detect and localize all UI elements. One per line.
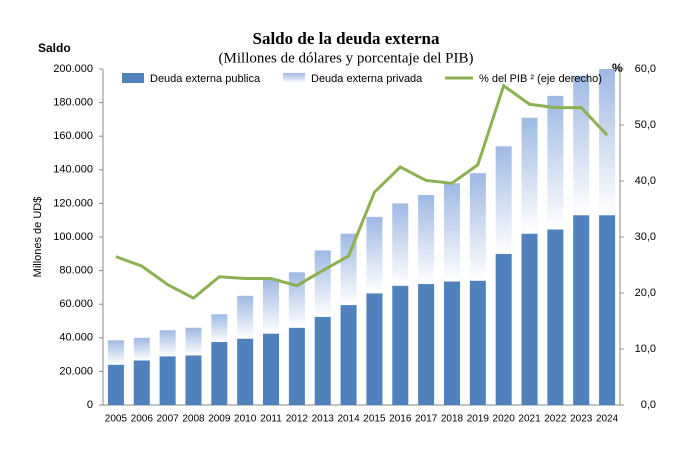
chart-title: Saldo de la deuda externa	[252, 29, 440, 48]
y-tick-label: 40.000	[59, 332, 93, 344]
legend-swatch	[283, 73, 305, 83]
x-tick-label: 2016	[389, 414, 412, 425]
bar	[495, 253, 512, 405]
y-axis-title: Saldo	[38, 41, 71, 55]
bar	[340, 233, 357, 306]
y2-tick-label: 40,0	[635, 175, 656, 187]
bar	[211, 342, 228, 405]
y-tick-label: 180.000	[53, 97, 93, 109]
line	[115, 83, 609, 300]
x-tick-label: 2022	[544, 414, 567, 425]
bar	[185, 355, 202, 405]
bar	[288, 272, 305, 328]
bar	[237, 295, 254, 339]
y-tick-label: 0	[87, 399, 93, 411]
bar	[599, 215, 616, 405]
x-tick-label: 2018	[441, 414, 464, 425]
y2-tick-label: 30,0	[635, 231, 656, 243]
bar	[521, 117, 538, 234]
bar	[418, 284, 435, 405]
x-tick-label: 2008	[182, 414, 205, 425]
chart-subtitle: (Millones de dólares y porcentaje del PI…	[219, 50, 474, 66]
y2-tick-label: 20,0	[635, 287, 656, 299]
bar	[392, 203, 409, 286]
x-tick-label: 2021	[518, 414, 541, 425]
x-tick-label: 2011	[260, 414, 282, 425]
x-tick-label: 2010	[234, 414, 257, 425]
y2-tick-label: 50,0	[635, 119, 656, 131]
y2-tick-label: 10,0	[635, 343, 656, 355]
x-tick-label: 2009	[208, 414, 231, 425]
bar	[495, 146, 512, 254]
y-tick-label: 140.000	[53, 164, 93, 176]
bar	[340, 305, 357, 405]
legend-label: Deuda externa privada	[311, 73, 423, 85]
bar	[521, 233, 538, 405]
bar	[547, 229, 564, 405]
x-tick-label: 2012	[286, 414, 309, 425]
y-tick-label: 200.000	[53, 63, 93, 75]
bar	[314, 250, 331, 317]
x-tick-label: 2015	[363, 414, 386, 425]
bar	[159, 330, 176, 357]
legend-label: % del PIB ² (eje derecho)	[479, 73, 602, 85]
bar	[263, 279, 280, 334]
bar	[133, 360, 150, 405]
x-tick-label: 2020	[493, 414, 516, 425]
y2-tick-label: 60,0	[635, 63, 656, 75]
bar	[469, 173, 486, 281]
bar	[418, 195, 435, 285]
x-tick-label: 2017	[415, 414, 438, 425]
y-tick-label: 20.000	[59, 365, 93, 377]
x-tick-label: 2005	[105, 414, 128, 425]
bar	[107, 340, 124, 365]
y-tick-label: 80.000	[59, 265, 93, 277]
x-tick-label: 2007	[157, 414, 180, 425]
x-tick-label: 2014	[337, 414, 360, 425]
y2-tick-label: 0,0	[641, 399, 656, 411]
bar	[314, 316, 331, 405]
bar	[573, 215, 590, 405]
x-tick-label: 2024	[596, 414, 619, 425]
bar	[392, 285, 409, 405]
bar	[185, 327, 202, 356]
bar	[107, 364, 124, 405]
bar	[443, 183, 460, 282]
legend-swatch	[122, 73, 144, 83]
bar	[237, 338, 254, 405]
bar	[133, 337, 150, 361]
bar	[547, 95, 564, 230]
legend-label: Deuda externa publica	[150, 73, 261, 85]
bar	[288, 327, 305, 405]
y-label: Millones de UD$	[32, 197, 44, 278]
y-tick-label: 120.000	[53, 197, 93, 209]
bar	[211, 314, 228, 342]
x-tick-label: 2013	[312, 414, 335, 425]
bar	[573, 75, 590, 216]
y-tick-label: 160.000	[53, 130, 93, 142]
bar	[366, 216, 383, 294]
bar	[469, 280, 486, 405]
y2-axis-title: %	[612, 61, 623, 75]
bar	[263, 333, 280, 405]
bar	[599, 69, 616, 216]
x-tick-label: 2023	[570, 414, 593, 425]
bar	[159, 356, 176, 405]
bar	[366, 293, 383, 405]
y-tick-label: 60.000	[59, 298, 93, 310]
bar	[443, 281, 460, 405]
x-tick-label: 2006	[131, 414, 154, 425]
y-tick-label: 100.000	[53, 231, 93, 243]
x-tick-label: 2019	[467, 414, 490, 425]
